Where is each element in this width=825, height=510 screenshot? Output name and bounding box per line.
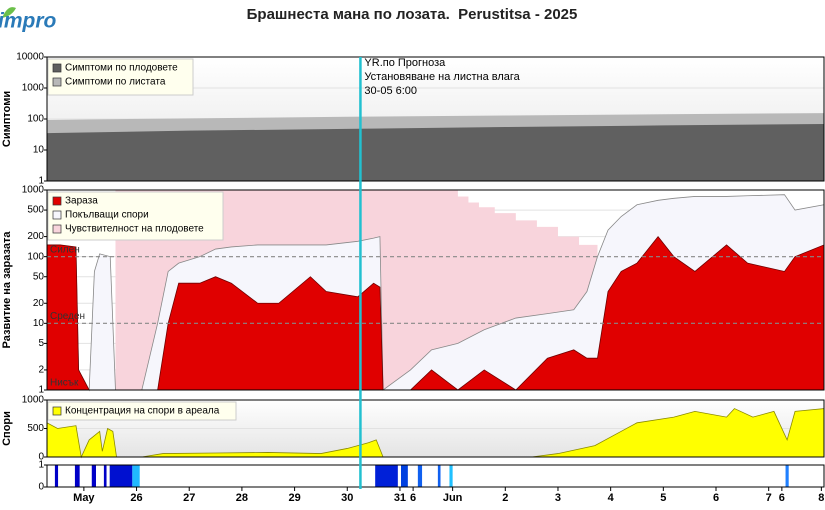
- x-tick-label: 6: [410, 492, 416, 504]
- x-tick-label: 26: [130, 492, 142, 504]
- bar: [437, 465, 441, 487]
- bar: [132, 465, 140, 487]
- y-tick-label: 50: [33, 271, 45, 282]
- y-tick-label: 200: [27, 231, 44, 242]
- legend-label: Покълващи спори: [65, 210, 149, 221]
- x-tick-label: 31: [394, 492, 406, 504]
- y-tick-label: 1: [38, 385, 44, 396]
- x-tick-label: 2: [502, 492, 508, 504]
- logo: impro: [0, 10, 57, 33]
- legend-swatch: [52, 224, 62, 234]
- x-tick-label: 30: [341, 492, 353, 504]
- bar: [91, 465, 96, 487]
- bar: [400, 465, 408, 487]
- plot-frame: [46, 464, 825, 488]
- x-tick-label: 6: [713, 492, 719, 504]
- y-tick-label: 1: [38, 176, 44, 187]
- annotation-text: YR.по Прогноза: [364, 57, 446, 69]
- legend-label: Симптоми по листата: [65, 77, 166, 88]
- x-tick-label: 8: [818, 492, 824, 504]
- x-tick-label: 6: [779, 492, 785, 504]
- x-tick-label: 27: [183, 492, 195, 504]
- y-tick-label: 500: [27, 423, 44, 434]
- y-axis-label: Спори: [1, 411, 13, 446]
- legend-swatch: [52, 196, 62, 206]
- y-tick-label: 1: [38, 460, 44, 471]
- bar: [103, 465, 107, 487]
- legend-label: Симптоми по плодовете: [65, 63, 178, 74]
- bar: [785, 465, 789, 487]
- y-tick-label: 0: [38, 482, 44, 493]
- y-tick-label: 1000: [22, 395, 45, 406]
- chart-title: Брашнеста мана по лозата. Perustitsa - 2…: [247, 6, 578, 23]
- x-tick-label: 3: [555, 492, 561, 504]
- x-tick-label: 7: [766, 492, 772, 504]
- logo-leaf: [2, 7, 16, 18]
- x-tick-label: 5: [660, 492, 666, 504]
- y-axis-label: Симптоми: [1, 91, 13, 147]
- bar: [417, 465, 423, 487]
- legend-label: Чувствителност на плодовете: [65, 224, 204, 235]
- x-tick-label: May: [73, 492, 95, 504]
- area: [46, 408, 825, 459]
- y-tick-label: 2: [38, 365, 44, 376]
- plot-frame: [46, 189, 825, 391]
- plot-frame: [46, 399, 825, 458]
- bar: [375, 465, 398, 487]
- level-label: Нисък: [50, 378, 79, 389]
- area: [47, 123, 824, 181]
- level-label: Среден: [50, 311, 85, 322]
- legend-swatch: [52, 210, 62, 220]
- x-tick-label: Jun: [443, 492, 463, 504]
- plot-frame: [46, 56, 825, 182]
- legend-box: [47, 191, 224, 241]
- legend-swatch: [52, 406, 62, 416]
- y-tick-label: 1000: [22, 83, 45, 94]
- y-tick-label: 0: [38, 452, 44, 463]
- y-tick-label: 10: [33, 318, 45, 329]
- annotation-text: 30-05 6:00: [364, 85, 417, 97]
- y-tick-label: 20: [33, 298, 45, 309]
- x-tick-label: 28: [236, 492, 248, 504]
- x-tick-label: 4: [608, 492, 615, 504]
- y-tick-label: 10000: [16, 52, 44, 63]
- bar: [74, 465, 80, 487]
- legend-label: Зараза: [65, 196, 98, 207]
- legend-label: Концентрация на спори в ареала: [65, 406, 220, 417]
- y-tick-label: 1000: [22, 185, 45, 196]
- plot-background: [47, 465, 824, 487]
- level-label: Силен: [50, 244, 80, 255]
- y-tick-label: 500: [27, 205, 44, 216]
- legend-swatch: [52, 63, 62, 73]
- y-tick-label: 100: [27, 251, 44, 262]
- y-tick-label: 5: [38, 338, 44, 349]
- y-tick-label: 100: [27, 114, 44, 125]
- legend-box: [47, 58, 194, 96]
- bar: [54, 465, 59, 487]
- legend-box: [47, 401, 237, 421]
- bar: [109, 465, 133, 487]
- x-tick-label: 29: [288, 492, 300, 504]
- bar: [449, 465, 453, 487]
- y-tick-label: 10: [33, 145, 45, 156]
- y-axis-label: Развитие на заразата: [1, 231, 13, 349]
- legend-swatch: [52, 77, 62, 87]
- annotation-text: Установяване на листна влага: [364, 71, 520, 83]
